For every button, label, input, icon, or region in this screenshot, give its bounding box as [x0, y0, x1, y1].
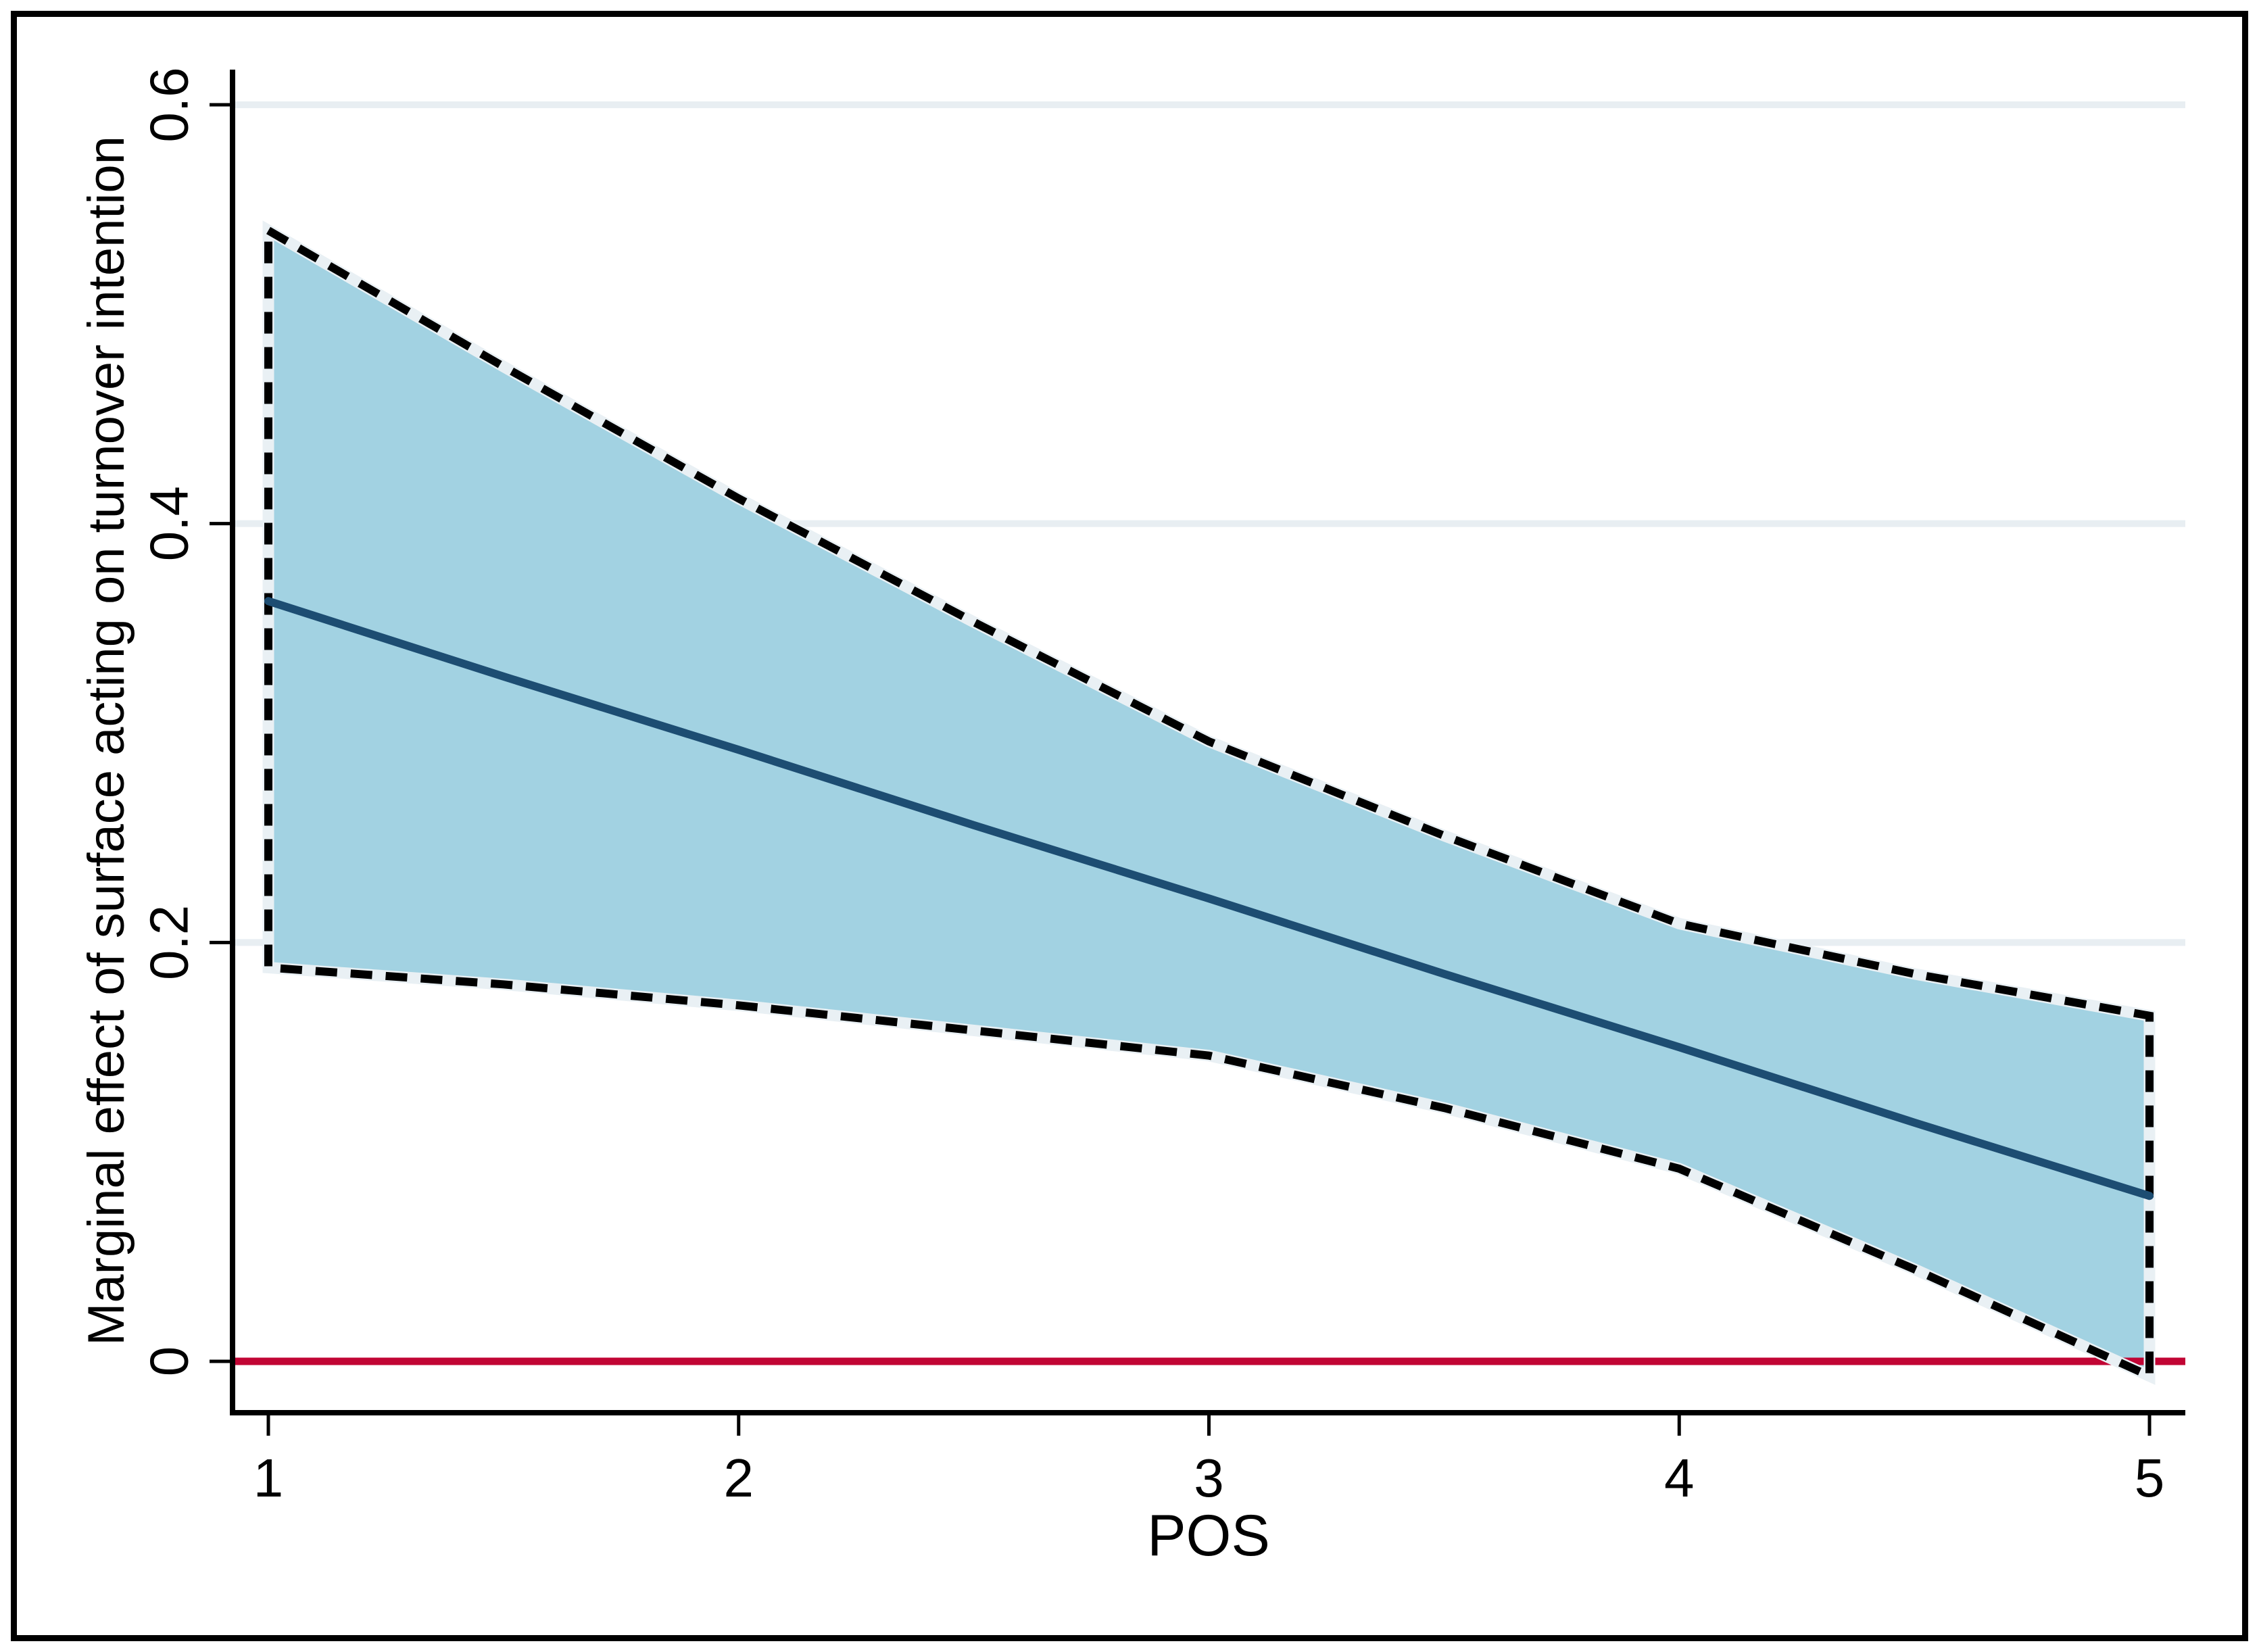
y-tick-label: 0.4 [139, 486, 199, 561]
x-tick-label: 1 [253, 1448, 284, 1508]
ci-band-dashed-border [264, 223, 2154, 1383]
x-tick-label: 2 [724, 1448, 754, 1508]
y-tick-label: 0.2 [139, 905, 199, 980]
figure-border [11, 11, 2248, 1641]
y-tick-label: 0 [139, 1346, 199, 1377]
x-tick-label: 4 [1664, 1448, 1695, 1508]
x-axis-title: POS [1147, 1503, 1270, 1568]
ci-band [268, 230, 2149, 1376]
marginal-effect-line [264, 597, 2154, 1200]
x-tick-label: 3 [1194, 1448, 1224, 1508]
y-axis-title: Marginal effect of surface acting on tur… [78, 136, 135, 1346]
x-tick-label: 5 [2135, 1448, 2165, 1508]
y-tick-label: 0.6 [139, 67, 199, 142]
